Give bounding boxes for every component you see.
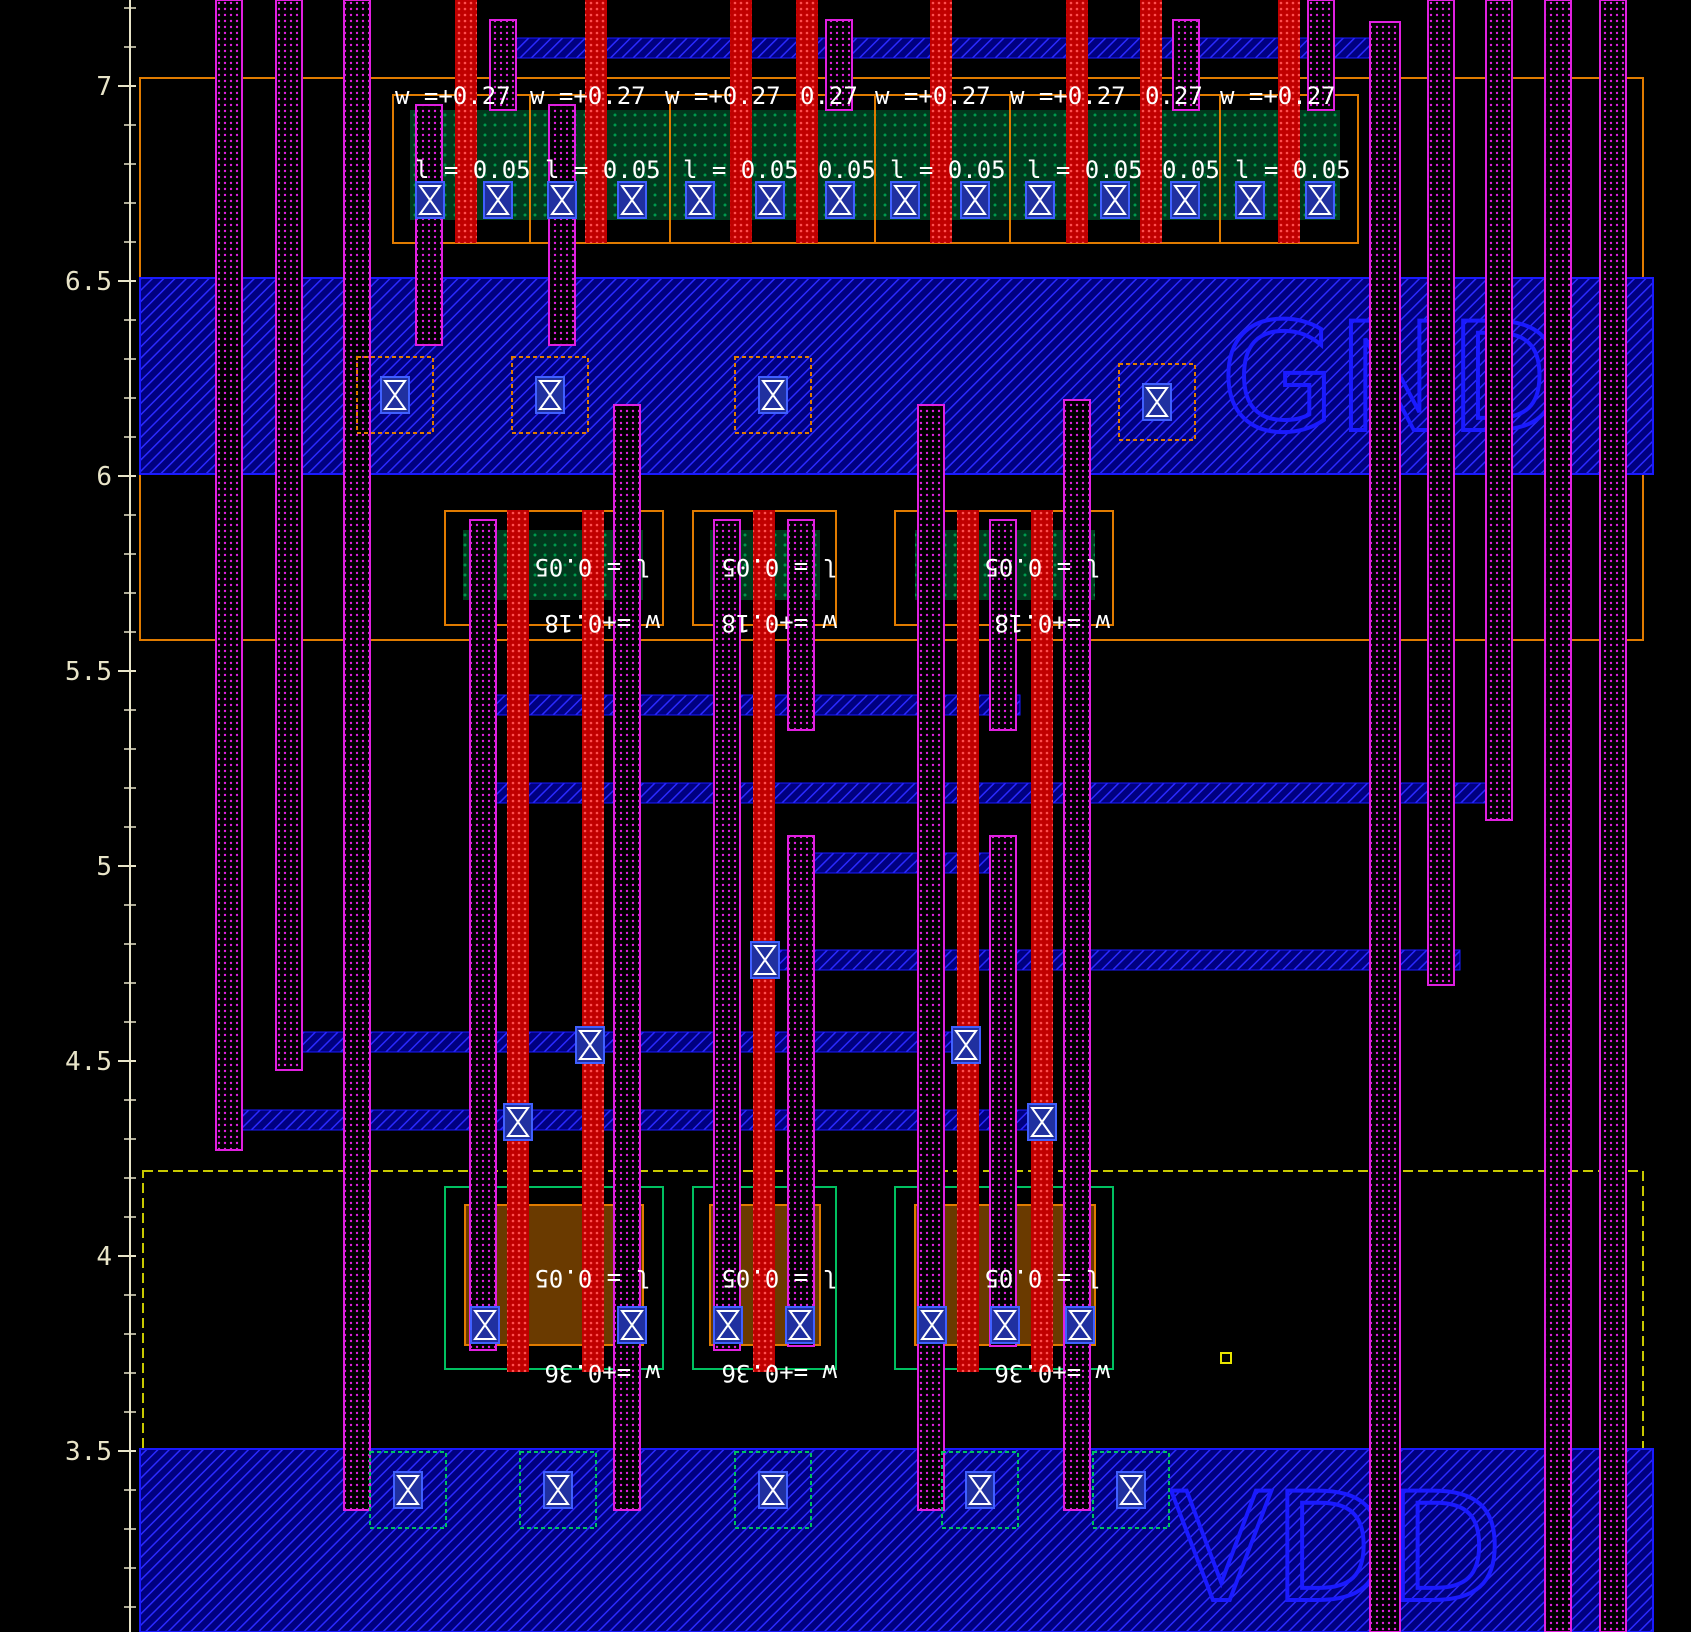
mid-l-label-1: l = 0.05 <box>534 553 650 581</box>
contact-via <box>617 181 647 219</box>
contact-via <box>503 1103 533 1141</box>
mid-l-label-2: l = 0.05 <box>721 553 837 581</box>
top-l-label-4: 0.05 <box>818 156 876 184</box>
contact-via <box>990 1306 1020 1344</box>
top-w-label-7: 0.27 <box>1145 82 1203 110</box>
contact-via <box>750 941 780 979</box>
bot-l-label-1: l = 0.05 <box>534 1264 650 1292</box>
contact-via <box>951 1026 981 1064</box>
contact-via <box>1027 1103 1057 1141</box>
top-l-label-5: l = 0.05 <box>890 156 1006 184</box>
top-w-label-8: w =+0.27 <box>1220 82 1336 110</box>
top-w-label-4: 0.27 <box>800 82 858 110</box>
top-l-label-8: l = 0.05 <box>1235 156 1351 184</box>
top-w-label-6: w =+0.27 <box>1010 82 1126 110</box>
contact-via <box>1235 181 1265 219</box>
contact-via <box>685 181 715 219</box>
ruler-tick-label: 3.5 <box>65 1437 112 1467</box>
ruler-tick-label: 5 <box>96 852 112 882</box>
top-w-label-1: w =+0.27 <box>395 82 511 110</box>
contact-via <box>713 1306 743 1344</box>
ruler-tick-label: 4.5 <box>65 1047 112 1077</box>
contact-via <box>734 1451 812 1529</box>
top-w-label-5: w =+0.27 <box>875 82 991 110</box>
contact-via <box>1025 181 1055 219</box>
mid-device-labels: l = 0.05 l = 0.05 l = 0.05 w =+0.18 w =+… <box>534 553 1110 637</box>
contact-via <box>356 356 434 434</box>
ruler-tick-label: 5.5 <box>65 657 112 687</box>
contact-via <box>1305 181 1335 219</box>
contact-via <box>825 181 855 219</box>
ruler-tick-label: 6.5 <box>65 267 112 297</box>
vdd-label: VDD <box>1170 1462 1504 1632</box>
ruler-tick-label: 4 <box>96 1242 112 1272</box>
top-l-label-6: l = 0.05 <box>1027 156 1143 184</box>
contact-via <box>755 181 785 219</box>
pwell-region <box>142 1170 1644 1632</box>
top-w-label-2: w =+0.27 <box>530 82 646 110</box>
contact-via <box>960 181 990 219</box>
cursor-marker <box>1220 1352 1232 1364</box>
ruler-tick-label: 6 <box>96 462 112 492</box>
contact-via <box>511 356 589 434</box>
mid-w-label-1: w =+0.18 <box>544 609 660 637</box>
bot-w-label-3: w =+0.36 <box>994 1359 1110 1387</box>
contact-via <box>941 1451 1019 1529</box>
bot-l-label-2: l = 0.05 <box>721 1264 837 1292</box>
top-device-labels: w =+0.27 w =+0.27 w =+0.27 0.27 w =+0.27… <box>395 82 1351 184</box>
contact-via <box>1118 363 1196 441</box>
contact-via <box>483 181 513 219</box>
ruler-tick-label: 7 <box>96 72 112 102</box>
top-l-label-7: 0.05 <box>1162 156 1220 184</box>
mid-w-label-3: w =+0.18 <box>994 609 1110 637</box>
contact-via <box>890 181 920 219</box>
contact-via <box>575 1026 605 1064</box>
contact-via <box>785 1306 815 1344</box>
contact-via <box>1065 1306 1095 1344</box>
bot-w-label-1: w =+0.36 <box>544 1359 660 1387</box>
contact-via <box>415 181 445 219</box>
contact-via <box>470 1306 500 1344</box>
contacts <box>356 181 1335 1529</box>
contact-via <box>1170 181 1200 219</box>
metal2-routes <box>215 0 1627 1632</box>
contact-via <box>369 1451 447 1529</box>
contact-via <box>1100 181 1130 219</box>
mid-l-label-3: l = 0.05 <box>984 553 1100 581</box>
contact-via <box>519 1451 597 1529</box>
contact-via <box>734 356 812 434</box>
mid-w-label-2: w =+0.18 <box>721 609 837 637</box>
top-l-label-1: l = 0.05 <box>415 156 531 184</box>
top-l-label-3: l = 0.05 <box>683 156 799 184</box>
bot-l-label-3: l = 0.05 <box>984 1264 1100 1292</box>
top-l-label-2: l = 0.05 <box>545 156 661 184</box>
bot-w-label-2: w =+0.36 <box>721 1359 837 1387</box>
contact-via <box>547 181 577 219</box>
contact-via <box>917 1306 947 1344</box>
contact-via <box>1092 1451 1170 1529</box>
bottom-device-labels: l = 0.05 l = 0.05 l = 0.05 w =+0.36 w =+… <box>534 1264 1110 1387</box>
contact-via <box>617 1306 647 1344</box>
vertical-ruler: 7 6.5 6 5.5 5 4.5 4 3.5 <box>65 0 136 1632</box>
top-w-label-3: w =+0.27 <box>665 82 781 110</box>
